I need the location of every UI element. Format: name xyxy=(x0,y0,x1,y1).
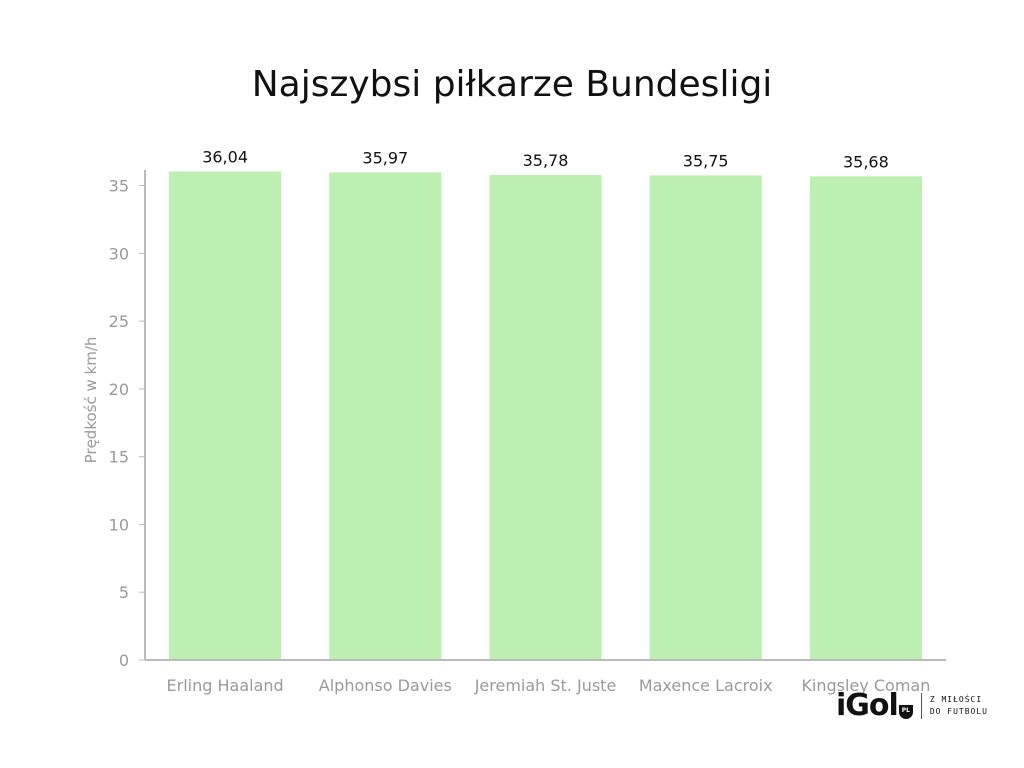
y-tick-label: 35 xyxy=(109,177,129,196)
bar xyxy=(329,172,442,660)
category-label: Alphonso Davies xyxy=(319,676,452,695)
igol-logo: iGol PL xyxy=(836,691,913,721)
category-label: Erling Haaland xyxy=(167,676,284,695)
y-tick-label: 15 xyxy=(109,448,129,467)
y-axis-ticks: 0 5 10 15 20 25 30 35 xyxy=(109,177,145,670)
y-tick-label: 30 xyxy=(109,244,129,263)
logo-text: iGol xyxy=(836,688,899,723)
pl-badge-text: PL xyxy=(901,707,910,714)
y-tick-label: 5 xyxy=(119,583,129,602)
bar-value-label: 35,75 xyxy=(683,151,729,170)
chart-title: Najszybsi piłkarze Bundesligi xyxy=(252,64,773,105)
brand-logo: iGol PL Z MIŁOŚCI DO FUTBOLU xyxy=(836,688,988,724)
bar-value-label: 36,04 xyxy=(202,147,248,166)
brand-divider xyxy=(920,693,922,719)
y-tick-label: 25 xyxy=(109,312,129,331)
bar-value-label: 35,78 xyxy=(523,151,569,170)
brand-tagline: Z MIŁOŚCI DO FUTBOLU xyxy=(930,694,988,718)
category-labels: Erling Haaland Alphonso Davies Jeremiah St… xyxy=(167,676,931,695)
bar xyxy=(809,176,922,661)
bar xyxy=(169,171,282,661)
bar xyxy=(489,174,602,660)
bar xyxy=(649,175,762,660)
category-label: Kingsley Coman xyxy=(801,676,930,695)
bar-value-label: 35,68 xyxy=(843,152,889,171)
y-tick-label: 20 xyxy=(109,380,129,399)
value-labels: 36,04 35,97 35,78 35,75 35,68 xyxy=(202,147,889,171)
tagline-line-1: Z MIŁOŚCI xyxy=(929,695,983,704)
y-tick-label: 10 xyxy=(109,515,129,534)
y-tick-label: 0 xyxy=(119,651,129,670)
y-axis-title: Prędkość w km/h xyxy=(82,337,100,464)
category-label: Jeremiah St. Juste xyxy=(474,676,617,695)
pl-badge-icon: PL xyxy=(898,705,913,719)
bar-value-label: 35,97 xyxy=(362,148,408,167)
category-label: Maxence Lacroix xyxy=(639,676,773,695)
bars xyxy=(169,171,922,661)
tagline-line-2: DO FUTBOLU xyxy=(929,707,988,716)
